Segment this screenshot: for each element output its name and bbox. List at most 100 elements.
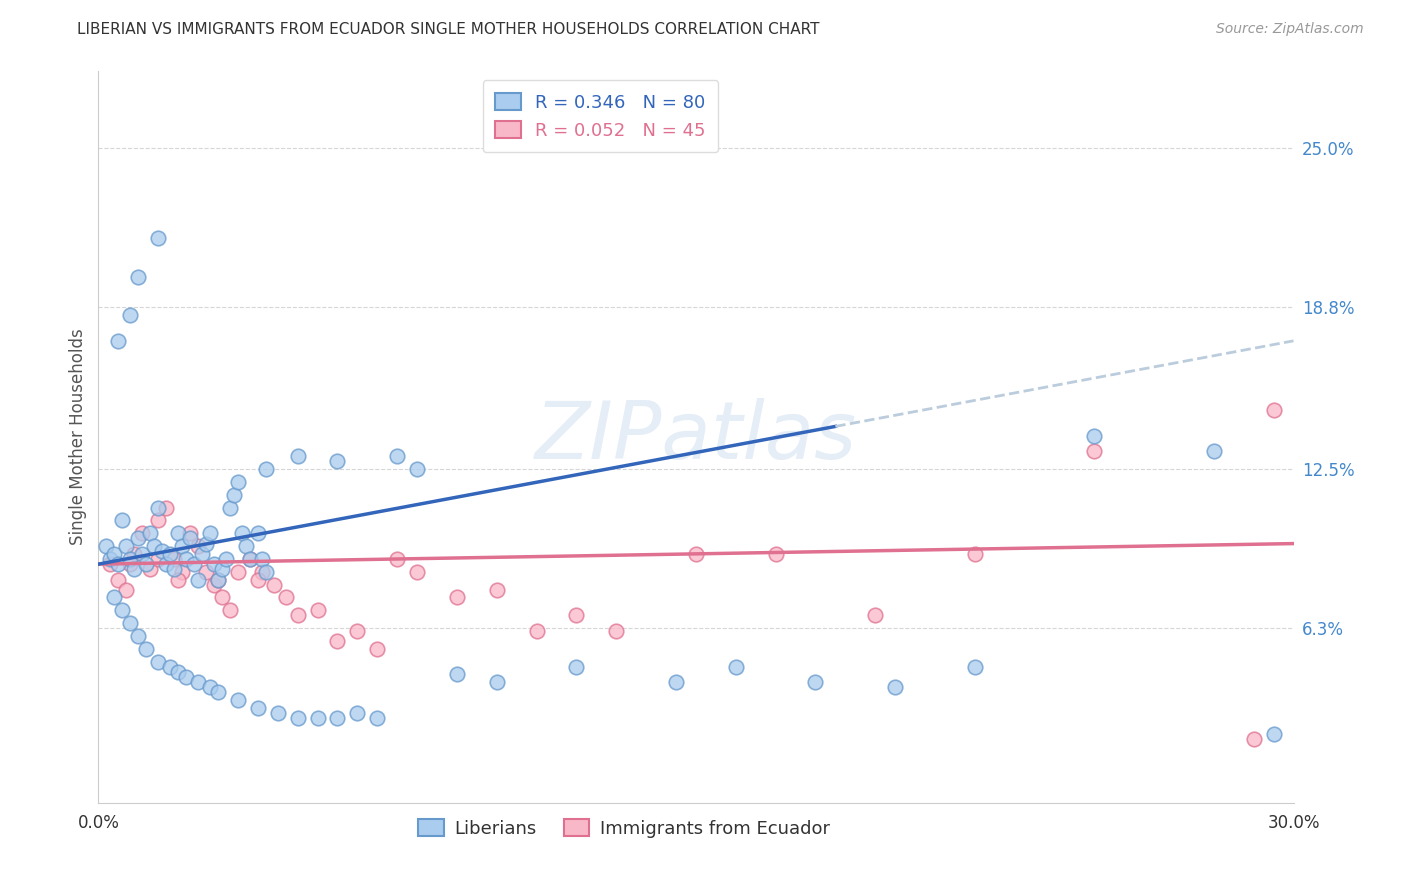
Point — [115, 539, 138, 553]
Point — [1263, 726, 1285, 740]
Point — [366, 711, 388, 725]
Point — [765, 547, 787, 561]
Point — [187, 539, 209, 553]
Point — [207, 573, 229, 587]
Point — [865, 608, 887, 623]
Point — [167, 665, 190, 679]
Point — [148, 514, 170, 528]
Point — [127, 532, 149, 546]
Point — [385, 450, 409, 464]
Point — [202, 557, 225, 571]
Point — [179, 532, 201, 546]
Point — [120, 308, 142, 322]
Point — [187, 573, 209, 587]
Legend: Liberians, Immigrants from Ecuador: Liberians, Immigrants from Ecuador — [412, 812, 837, 845]
Point — [107, 334, 129, 348]
Point — [107, 557, 129, 571]
Point — [115, 582, 138, 597]
Point — [1263, 403, 1285, 417]
Point — [307, 603, 329, 617]
Text: LIBERIAN VS IMMIGRANTS FROM ECUADOR SINGLE MOTHER HOUSEHOLDS CORRELATION CHART: LIBERIAN VS IMMIGRANTS FROM ECUADOR SING… — [77, 22, 820, 37]
Point — [174, 670, 197, 684]
Point — [98, 552, 122, 566]
Point — [215, 552, 238, 566]
Point — [120, 557, 142, 571]
Point — [179, 526, 201, 541]
Point — [385, 552, 409, 566]
Text: ZIPatlas: ZIPatlas — [534, 398, 858, 476]
Point — [111, 514, 134, 528]
Point — [195, 536, 218, 550]
Point — [183, 557, 205, 571]
Point — [239, 552, 262, 566]
Point — [120, 616, 142, 631]
Point — [346, 706, 368, 720]
Point — [246, 701, 269, 715]
Point — [446, 591, 468, 605]
Point — [124, 547, 146, 561]
Point — [111, 603, 134, 617]
Point — [326, 634, 349, 648]
Point — [346, 624, 368, 638]
Point — [163, 562, 186, 576]
Point — [963, 547, 986, 561]
Point — [366, 641, 388, 656]
Point — [148, 552, 170, 566]
Point — [150, 544, 173, 558]
Point — [207, 573, 229, 587]
Point — [287, 711, 309, 725]
Point — [235, 539, 257, 553]
Point — [127, 629, 149, 643]
Point — [191, 547, 214, 561]
Point — [685, 547, 707, 561]
Point — [103, 547, 125, 561]
Point — [172, 565, 194, 579]
Point — [139, 562, 162, 576]
Point — [219, 500, 242, 515]
Point — [239, 552, 262, 566]
Point — [98, 557, 122, 571]
Point — [605, 624, 627, 638]
Point — [148, 655, 170, 669]
Point — [198, 681, 221, 695]
Point — [226, 565, 249, 579]
Point — [884, 681, 907, 695]
Point — [226, 693, 249, 707]
Point — [267, 706, 290, 720]
Point — [1243, 731, 1265, 746]
Point — [287, 450, 309, 464]
Point — [167, 573, 190, 587]
Y-axis label: Single Mother Households: Single Mother Households — [69, 329, 87, 545]
Point — [326, 454, 349, 468]
Point — [96, 539, 118, 553]
Point — [207, 685, 229, 699]
Point — [148, 231, 170, 245]
Point — [202, 577, 225, 591]
Point — [155, 500, 177, 515]
Point — [135, 641, 157, 656]
Point — [565, 660, 588, 674]
Point — [195, 565, 218, 579]
Point — [1202, 444, 1225, 458]
Point — [724, 660, 747, 674]
Point — [143, 539, 166, 553]
Point — [198, 526, 221, 541]
Point — [135, 557, 157, 571]
Point — [167, 526, 190, 541]
Point — [174, 552, 197, 566]
Point — [148, 500, 170, 515]
Point — [326, 711, 349, 725]
Point — [406, 565, 429, 579]
Point — [124, 562, 146, 576]
Point — [211, 562, 233, 576]
Point — [246, 573, 269, 587]
Point — [406, 462, 429, 476]
Point — [172, 539, 194, 553]
Point — [804, 675, 827, 690]
Point — [163, 552, 186, 566]
Point — [565, 608, 588, 623]
Point — [287, 608, 309, 623]
Point — [246, 526, 269, 541]
Point — [159, 547, 181, 561]
Point — [307, 711, 329, 725]
